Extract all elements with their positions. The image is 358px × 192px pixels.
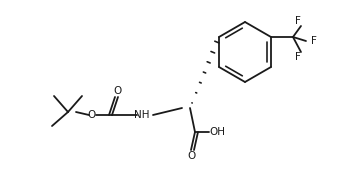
Text: F: F: [295, 52, 301, 62]
Text: O: O: [114, 86, 122, 96]
Text: O: O: [88, 110, 96, 120]
Text: F: F: [311, 36, 317, 46]
Text: OH: OH: [209, 127, 225, 137]
Text: NH: NH: [134, 110, 150, 120]
Text: F: F: [295, 16, 301, 26]
Text: O: O: [187, 151, 195, 161]
